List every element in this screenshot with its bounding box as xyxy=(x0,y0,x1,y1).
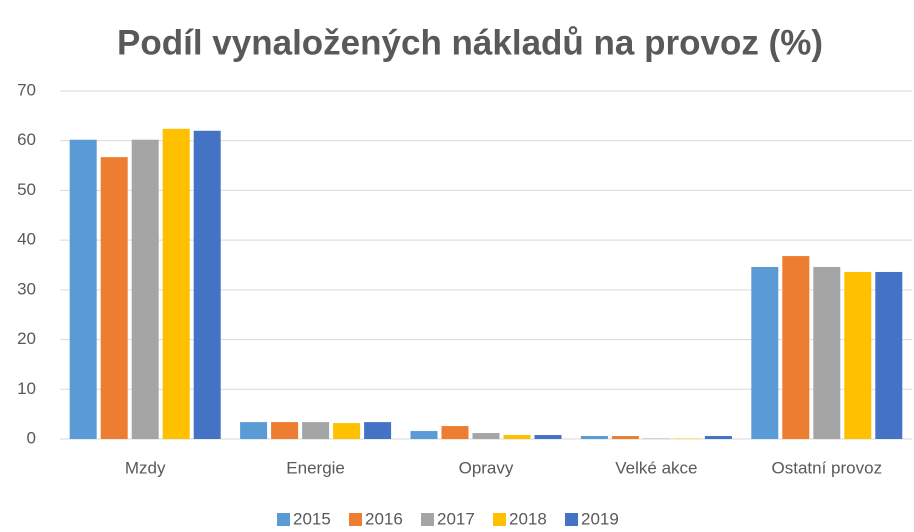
bar xyxy=(813,266,841,439)
bar xyxy=(441,426,469,439)
chart-title: Podíl vynaložených nákladů na provoz (%) xyxy=(117,23,823,62)
bar xyxy=(782,256,810,439)
bar xyxy=(131,139,159,439)
y-tick-label: 0 xyxy=(27,428,36,447)
bar xyxy=(472,433,500,439)
legend-swatch xyxy=(493,513,506,526)
bar xyxy=(611,436,639,439)
y-tick-label: 40 xyxy=(17,230,36,249)
legend-label: 2015 xyxy=(293,509,331,528)
bar xyxy=(162,128,190,440)
legend-swatch xyxy=(277,513,290,526)
legend-label: 2018 xyxy=(509,509,547,528)
bar xyxy=(875,271,903,439)
x-tick-label: Velké akce xyxy=(615,458,697,477)
bar xyxy=(503,435,531,439)
x-tick-label: Energie xyxy=(286,458,345,477)
bar xyxy=(100,157,128,439)
legend-swatch xyxy=(349,513,362,526)
bar xyxy=(240,422,268,439)
bar xyxy=(302,422,330,439)
bar xyxy=(844,271,872,439)
x-tick-label: Ostatní provoz xyxy=(772,458,883,477)
y-tick-label: 50 xyxy=(17,180,36,199)
y-tick-label: 70 xyxy=(17,80,36,99)
bar xyxy=(704,436,732,439)
bar xyxy=(69,139,97,439)
y-tick-label: 20 xyxy=(17,329,36,348)
y-tick-label: 30 xyxy=(17,279,36,298)
bar xyxy=(410,431,438,439)
bar xyxy=(333,423,361,439)
x-tick-label: Mzdy xyxy=(125,458,166,477)
bar xyxy=(193,130,221,439)
legend-label: 2017 xyxy=(437,509,475,528)
bar xyxy=(364,422,392,439)
legend-swatch xyxy=(421,513,434,526)
legend-label: 2016 xyxy=(365,509,403,528)
legend-label: 2019 xyxy=(581,509,619,528)
y-tick-label: 10 xyxy=(17,379,36,398)
bar xyxy=(534,435,562,439)
bar xyxy=(751,266,779,439)
legend-swatch xyxy=(565,513,578,526)
x-tick-label: Opravy xyxy=(459,458,514,477)
bar xyxy=(271,422,299,439)
bar xyxy=(580,436,608,439)
y-tick-label: 60 xyxy=(17,130,36,149)
